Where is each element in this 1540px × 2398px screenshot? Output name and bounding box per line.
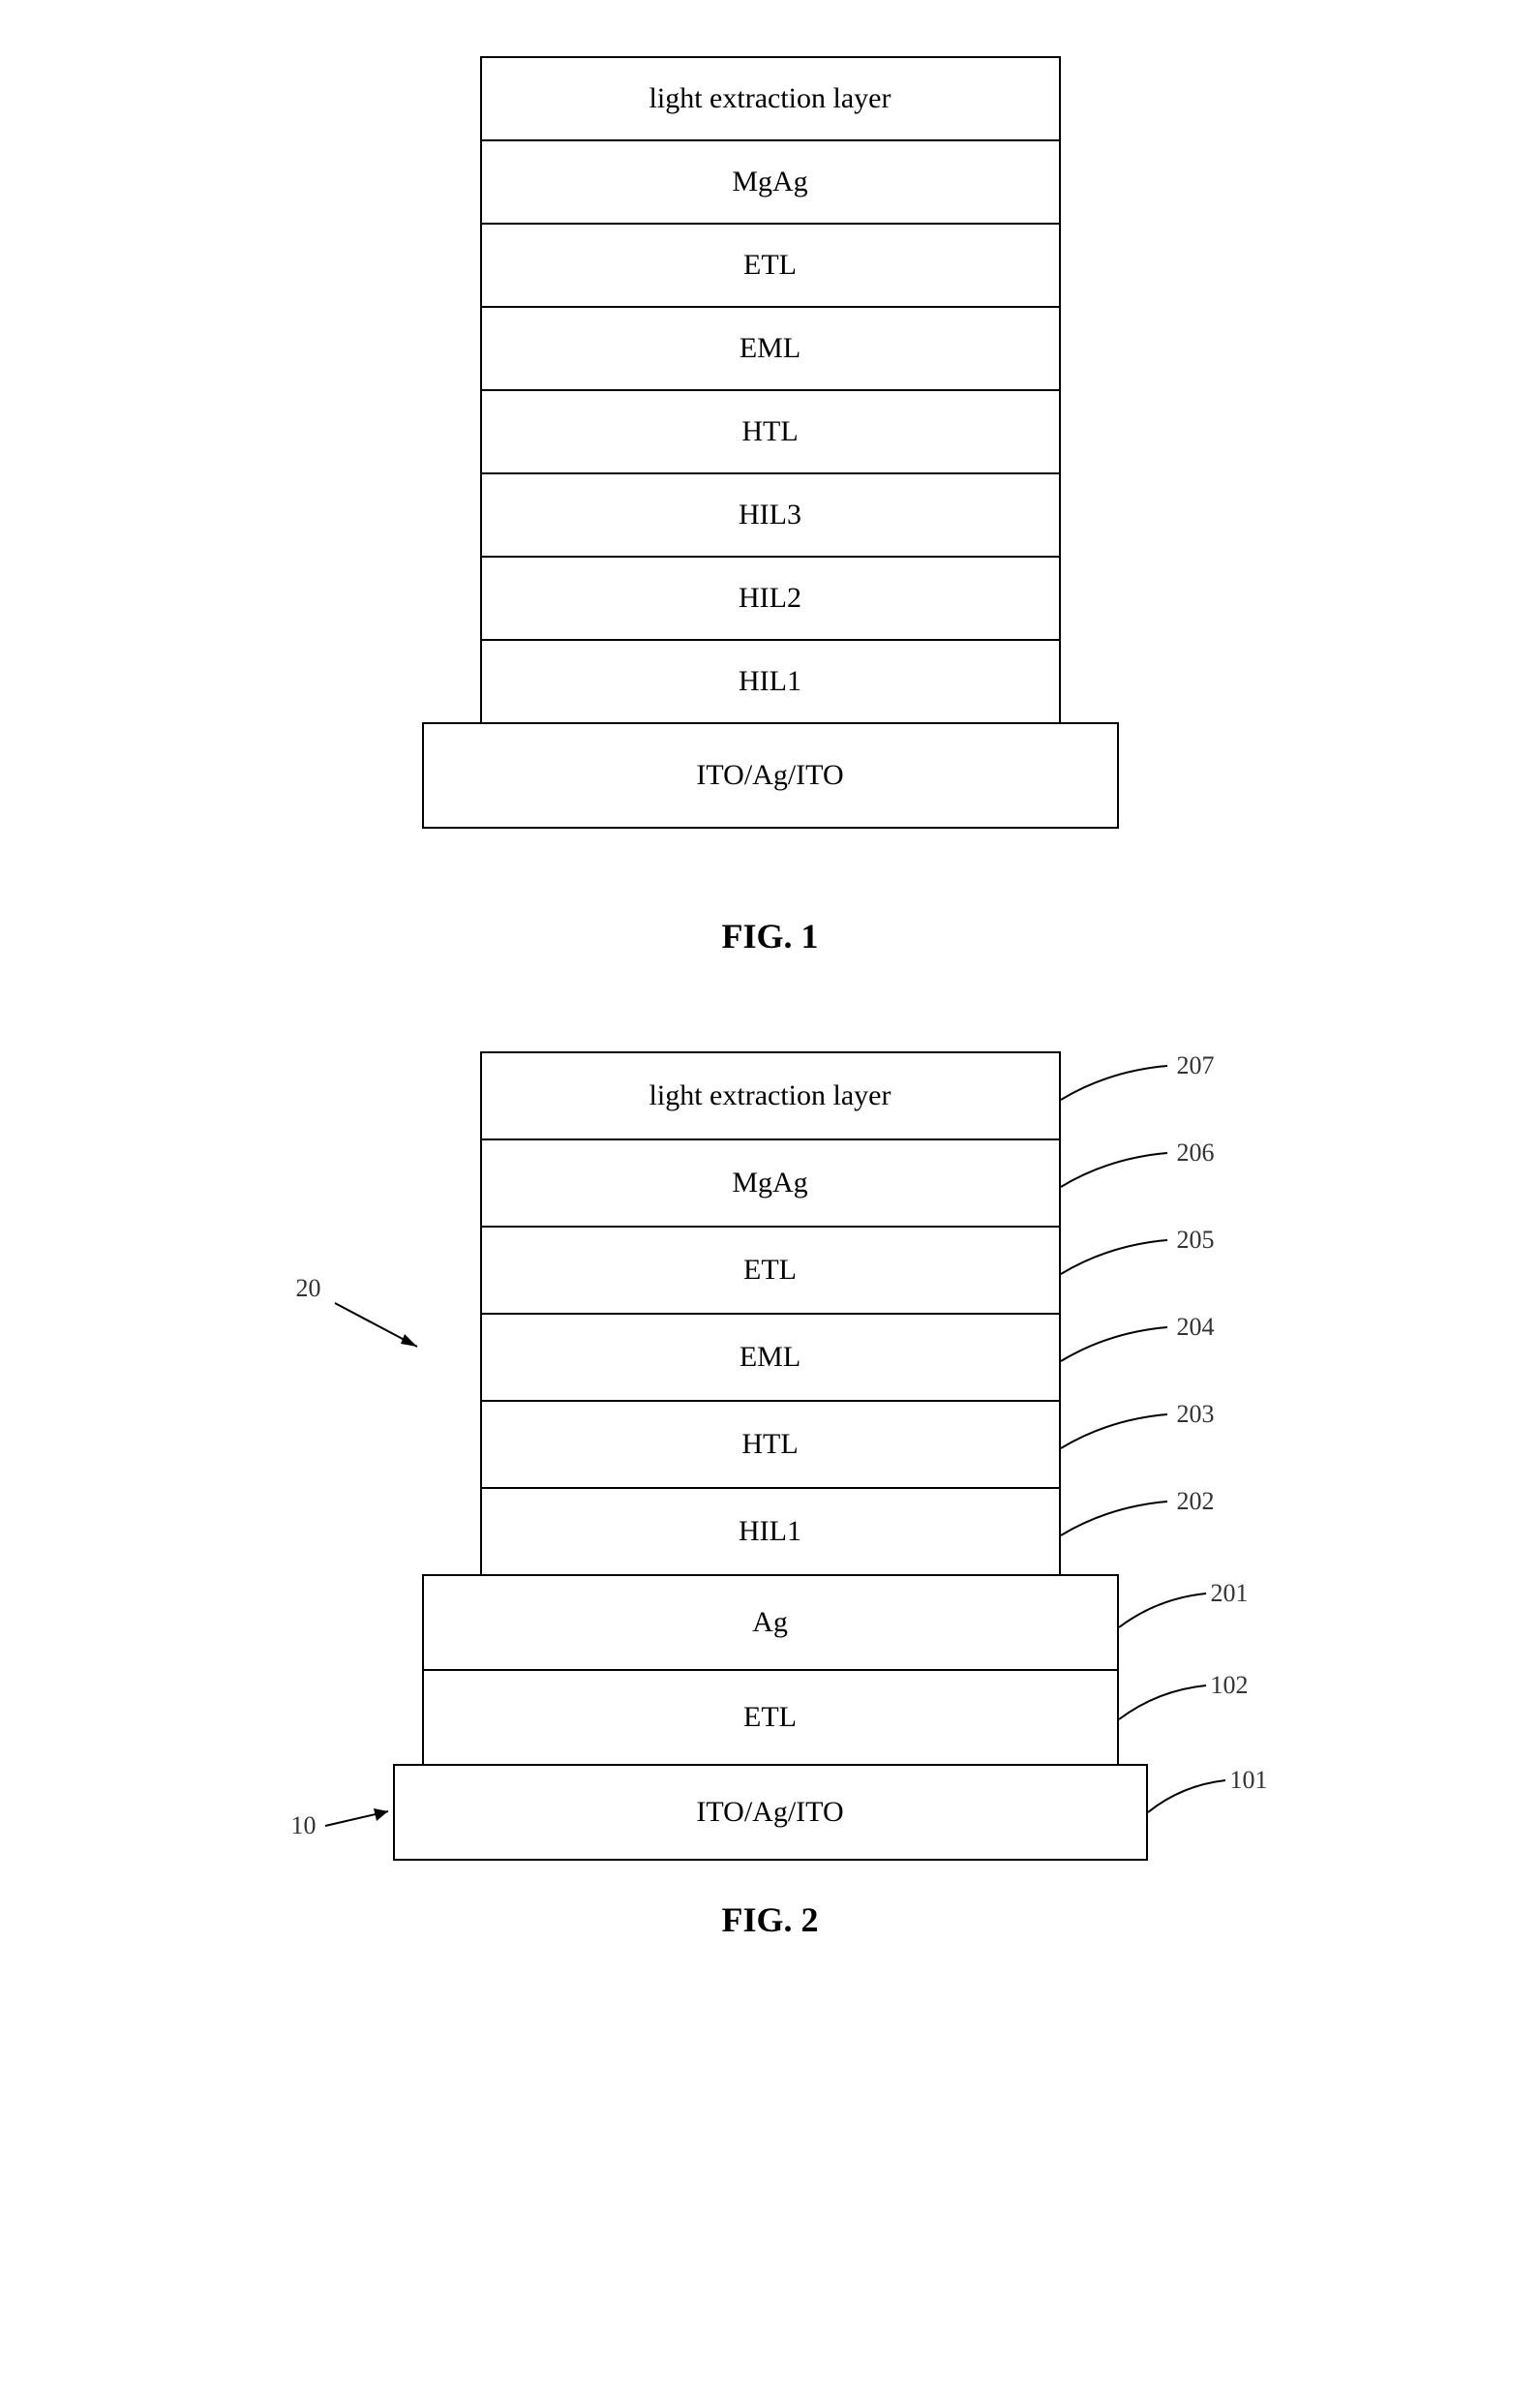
fig1-layer-6: HIL2 [480, 556, 1061, 641]
fig2-left-ref-20: 20 [296, 1274, 321, 1303]
leader-205 [1061, 1235, 1187, 1293]
leader-207 [1061, 1061, 1187, 1119]
fig1-layer-4: HTL [480, 389, 1061, 474]
fig1-base: ITO/Ag/ITO [422, 722, 1119, 829]
fig2-layer-202: HIL1 [480, 1487, 1061, 1576]
layer-label: ETL [743, 1701, 797, 1734]
layer-label: HIL1 [739, 1515, 801, 1548]
fig2-left-arrow-20 [325, 1293, 441, 1361]
ref-203: 203 [1177, 1400, 1215, 1429]
fig2-left-ref-10: 10 [291, 1811, 317, 1840]
layer-label: Ag [752, 1606, 788, 1639]
layer-label: HIL2 [739, 582, 801, 615]
layer-label: ITO/Ag/ITO [696, 1796, 843, 1829]
fig1-stack: light extraction layer MgAg ETL EML HTL … [480, 56, 1061, 829]
layer-label: HIL1 [739, 665, 801, 698]
ref-202: 202 [1177, 1487, 1215, 1516]
leader-203 [1061, 1410, 1187, 1468]
fig2-stack: light extraction layer MgAg ETL EML HTL … [480, 1051, 1061, 1861]
ref-text: 10 [291, 1811, 317, 1839]
fig2-left-arrow-10 [320, 1797, 408, 1845]
fig2-layer-206: MgAg [480, 1138, 1061, 1228]
fig1-layer-3: EML [480, 306, 1061, 391]
fig2-caption: FIG. 2 [238, 1899, 1303, 1940]
fig1-caption: FIG. 1 [335, 916, 1206, 956]
leader-201 [1119, 1589, 1225, 1647]
fig2-layer-203: HTL [480, 1400, 1061, 1489]
leader-102 [1119, 1681, 1225, 1739]
layer-label: light extraction layer [649, 1079, 891, 1112]
fig1-layer-2: ETL [480, 223, 1061, 308]
fig2-layer-205: ETL [480, 1226, 1061, 1315]
ref-201: 201 [1211, 1579, 1249, 1608]
fig1-layer-5: HIL3 [480, 472, 1061, 558]
figure-2: 20 light extraction layer MgAg ETL EML H… [238, 1051, 1303, 1940]
layer-label: light extraction layer [649, 82, 891, 115]
ref-207: 207 [1177, 1051, 1215, 1080]
layer-label: HIL3 [739, 499, 801, 531]
fig1-layer-7: HIL1 [480, 639, 1061, 724]
ref-102: 102 [1211, 1671, 1249, 1700]
layer-label: EML [740, 332, 800, 365]
figure-1: light extraction layer MgAg ETL EML HTL … [335, 56, 1206, 956]
layer-label: MgAg [732, 166, 807, 198]
layer-label: ITO/Ag/ITO [696, 759, 843, 792]
leader-204 [1061, 1322, 1187, 1381]
ref-101: 101 [1230, 1766, 1268, 1795]
ref-204: 204 [1177, 1313, 1215, 1342]
leader-206 [1061, 1148, 1187, 1206]
fig1-layer-0: light extraction layer [480, 56, 1061, 141]
fig2-layer-102: ETL [422, 1669, 1119, 1766]
ref-text: 20 [296, 1274, 321, 1302]
layer-label: ETL [743, 249, 797, 282]
layer-label: MgAg [732, 1167, 807, 1199]
fig2-layer-101: ITO/Ag/ITO [393, 1764, 1148, 1861]
layer-label: EML [740, 1341, 800, 1374]
ref-205: 205 [1177, 1226, 1215, 1255]
layer-label: HTL [741, 415, 798, 448]
layer-label: HTL [741, 1428, 798, 1461]
fig2-layer-207: light extraction layer [480, 1051, 1061, 1140]
fig2-layer-201: Ag [422, 1574, 1119, 1671]
leader-202 [1061, 1497, 1187, 1555]
fig2-layer-204: EML [480, 1313, 1061, 1402]
ref-206: 206 [1177, 1138, 1215, 1168]
layer-label: ETL [743, 1254, 797, 1287]
fig1-layer-1: MgAg [480, 139, 1061, 225]
